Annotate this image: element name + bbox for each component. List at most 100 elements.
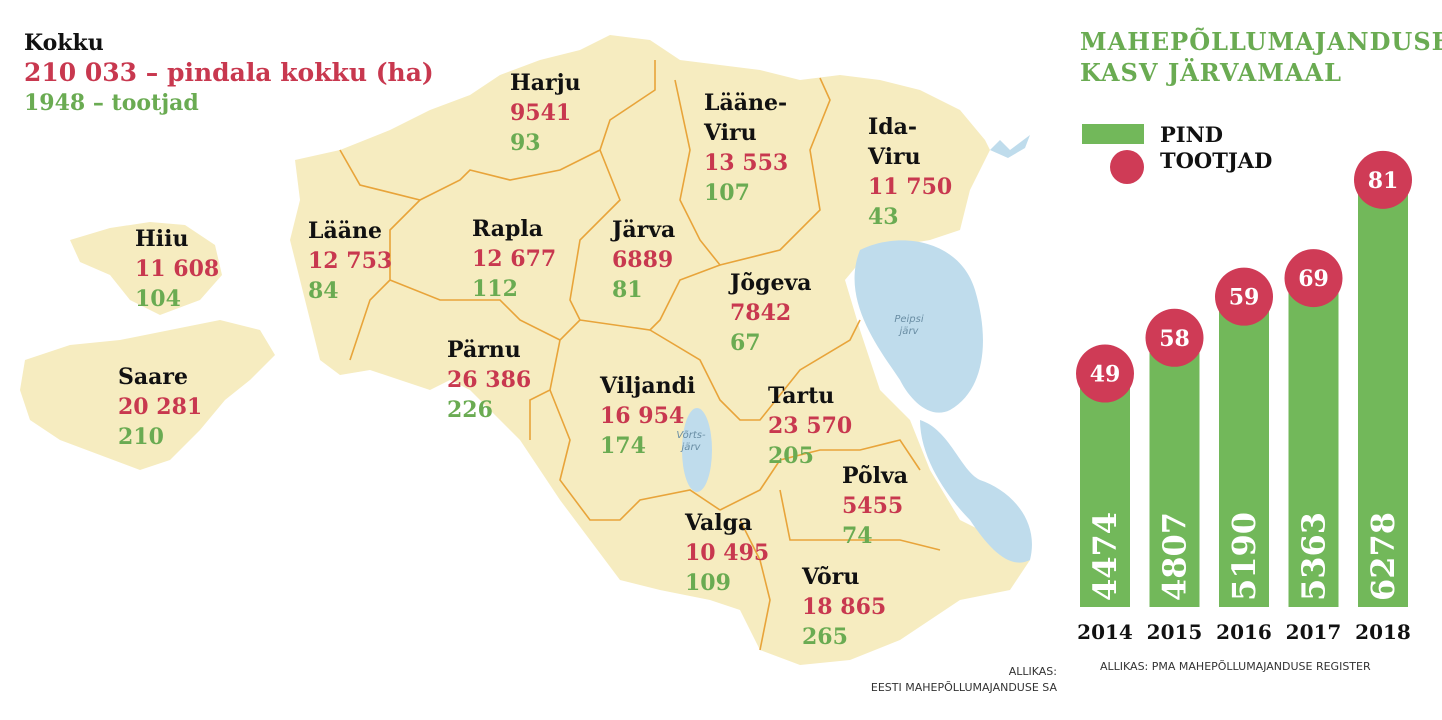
county-producers: 109 bbox=[685, 570, 731, 596]
county-name: Harju bbox=[510, 70, 581, 96]
producer-label: 69 bbox=[1298, 266, 1329, 292]
bar bbox=[1288, 278, 1339, 607]
bar-value-label: 4807 bbox=[1156, 512, 1194, 601]
county-producers: 81 bbox=[612, 277, 643, 303]
county-name: Põlva bbox=[842, 463, 909, 489]
county-producers: 84 bbox=[308, 278, 339, 304]
county-name: Tartu bbox=[768, 383, 835, 409]
x-tick-label: 2017 bbox=[1286, 620, 1342, 644]
county-producers: 265 bbox=[802, 624, 848, 650]
legend-swatch bbox=[1082, 124, 1144, 144]
map-land bbox=[20, 35, 1030, 665]
county-border bbox=[779, 489, 941, 551]
county-producers: 104 bbox=[135, 286, 181, 312]
county-area: 12 677 bbox=[472, 246, 557, 272]
source-line: EESTI MAHEPÕLLUMAJANDUSE SA bbox=[870, 681, 1057, 694]
producer-marker bbox=[1284, 249, 1343, 308]
county-border bbox=[549, 389, 721, 521]
county-area: 6889 bbox=[612, 247, 674, 273]
county-producers: 43 bbox=[868, 204, 899, 230]
summary-area: 210 033 – pindala kokku (ha) bbox=[24, 58, 434, 87]
county-border bbox=[674, 77, 831, 266]
county-area: 13 553 bbox=[704, 150, 789, 176]
saare-island bbox=[20, 320, 275, 470]
county-label: Võru 18 865 265 bbox=[802, 562, 886, 652]
county-area: 18 865 bbox=[802, 594, 887, 620]
producer-marker bbox=[1145, 308, 1204, 367]
county-area: 5455 bbox=[842, 493, 904, 519]
county-name: Võru bbox=[802, 564, 860, 590]
bar-value-label: 5190 bbox=[1225, 512, 1263, 601]
lakes bbox=[682, 135, 1032, 563]
lake-peipsi-south bbox=[920, 420, 1032, 563]
lake-narva bbox=[990, 135, 1030, 158]
county-name: Rapla bbox=[472, 216, 544, 242]
county-area: 11 750 bbox=[868, 174, 953, 200]
county-label: Ida-Viru 11 750 43 bbox=[868, 112, 952, 232]
county-area: 9541 bbox=[510, 100, 572, 126]
bar bbox=[1358, 179, 1408, 608]
producer-label: 59 bbox=[1229, 285, 1260, 311]
summary-title: Kokku bbox=[24, 30, 104, 56]
county-area: 26 386 bbox=[447, 367, 532, 393]
county-area: 16 954 bbox=[600, 403, 685, 429]
county-label: Tartu 23 570 205 bbox=[768, 381, 852, 471]
summary-producers: 1948 – tootjad bbox=[24, 90, 199, 116]
chart-title: MAHEPÕLLUMAJANDUSE KASV JÄRVAMAAL bbox=[1080, 26, 1442, 88]
mainland bbox=[290, 35, 1030, 665]
county-producers: 210 bbox=[118, 424, 164, 450]
chart-source: ALLIKAS: PMA MAHEPÕLLUMAJANDUSE REGISTER bbox=[1100, 660, 1371, 673]
county-producers: 112 bbox=[472, 276, 518, 302]
county-producers: 226 bbox=[447, 397, 493, 423]
hiiu-island bbox=[70, 222, 222, 315]
county-area: 23 570 bbox=[768, 413, 853, 439]
county-name: Saare bbox=[118, 364, 188, 390]
county-border bbox=[579, 264, 721, 331]
county-producers: 174 bbox=[600, 433, 646, 459]
county-area: 11 608 bbox=[135, 256, 220, 282]
x-tick-label: 2014 bbox=[1077, 620, 1133, 644]
county-area: 20 281 bbox=[118, 394, 203, 420]
county-producers: 205 bbox=[768, 443, 814, 469]
x-tick-label: 2016 bbox=[1216, 620, 1272, 644]
county-label: Jõgeva 7842 67 bbox=[730, 268, 812, 358]
county-label: Põlva 5455 74 bbox=[842, 461, 908, 551]
lake-label: Peipsi järv bbox=[894, 314, 924, 337]
county-producers: 74 bbox=[842, 523, 873, 549]
summary: Kokku 210 033 – pindala kokku (ha) 1948 … bbox=[24, 28, 434, 118]
county-producers: 93 bbox=[510, 130, 541, 156]
county-producers: 107 bbox=[704, 180, 750, 206]
county-name: Lääne-Viru bbox=[704, 90, 788, 146]
chart-title-line: MAHEPÕLLUMAJANDUSE bbox=[1080, 27, 1442, 56]
county-name: Ida-Viru bbox=[868, 114, 921, 170]
county-area: 7842 bbox=[730, 300, 792, 326]
county-border bbox=[389, 279, 561, 341]
producer-marker bbox=[1354, 150, 1412, 209]
county-label: Harju 9541 93 bbox=[510, 68, 581, 158]
county-label: Lääne-Viru 13 553 107 bbox=[704, 88, 788, 208]
bar bbox=[1219, 296, 1269, 607]
legend-label: PIND bbox=[1160, 122, 1223, 147]
producer-label: 49 bbox=[1090, 362, 1121, 388]
county-label: Pärnu 26 386 226 bbox=[447, 335, 531, 425]
bar-value-label: 5363 bbox=[1295, 512, 1333, 601]
county-name: Viljandi bbox=[600, 373, 696, 399]
county-border bbox=[719, 439, 921, 511]
county-label: Saare 20 281 210 bbox=[118, 362, 202, 452]
county-borders bbox=[339, 60, 941, 651]
bar bbox=[1080, 373, 1130, 607]
map-source: ALLIKAS: EESTI MAHEPÕLLUMAJANDUSE SA bbox=[871, 664, 1057, 696]
county-label: Valga 10 495 109 bbox=[685, 508, 769, 598]
county-area: 12 753 bbox=[308, 248, 393, 274]
county-border bbox=[339, 60, 656, 201]
lake-peipsi bbox=[854, 240, 983, 413]
bar-value-label: 6278 bbox=[1364, 512, 1402, 601]
county-label: Hiiu 11 608 104 bbox=[135, 224, 219, 314]
bar bbox=[1149, 337, 1200, 607]
county-label: Viljandi 16 954 174 bbox=[600, 371, 696, 461]
legend-swatch bbox=[1110, 150, 1144, 184]
county-label: Rapla 12 677 112 bbox=[472, 214, 556, 304]
